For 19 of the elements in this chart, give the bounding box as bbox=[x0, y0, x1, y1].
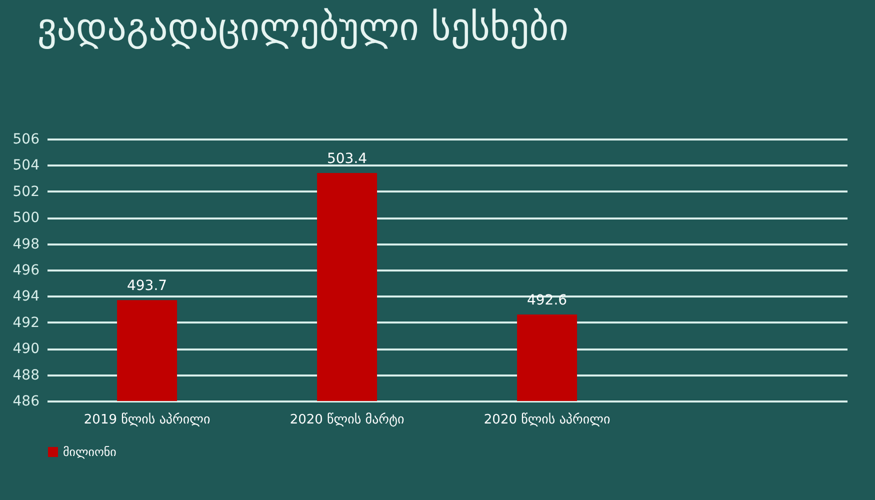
y-tick-label: 502 bbox=[12, 184, 40, 200]
chart-title: ვადაგადაცილებული სესხები bbox=[37, 5, 569, 49]
y-tick-label: 490 bbox=[12, 341, 40, 358]
x-tick-label: 2020 წლის აპრილი bbox=[484, 412, 610, 428]
y-tick-label: 496 bbox=[12, 262, 40, 278]
legend-label: მილიონი bbox=[63, 445, 116, 459]
y-tick-label: 494 bbox=[12, 288, 40, 305]
y-tick-label: 492 bbox=[12, 314, 40, 331]
x-tick-label: 2019 წლის აპრილი bbox=[84, 412, 210, 428]
y-tick-label: 500 bbox=[12, 210, 40, 226]
x-tick-label: 2020 წლის მარტი bbox=[290, 412, 405, 428]
data-label: 503.4 bbox=[326, 151, 368, 168]
y-tick-label: 488 bbox=[12, 367, 40, 384]
data-label: 492.6 bbox=[526, 292, 568, 309]
y-tick-label: 498 bbox=[12, 236, 40, 252]
y-tick-label: 506 bbox=[12, 132, 40, 148]
y-tick-label: 504 bbox=[12, 158, 40, 174]
data-label: 493.7 bbox=[126, 278, 168, 294]
y-tick-label: 486 bbox=[12, 394, 40, 410]
